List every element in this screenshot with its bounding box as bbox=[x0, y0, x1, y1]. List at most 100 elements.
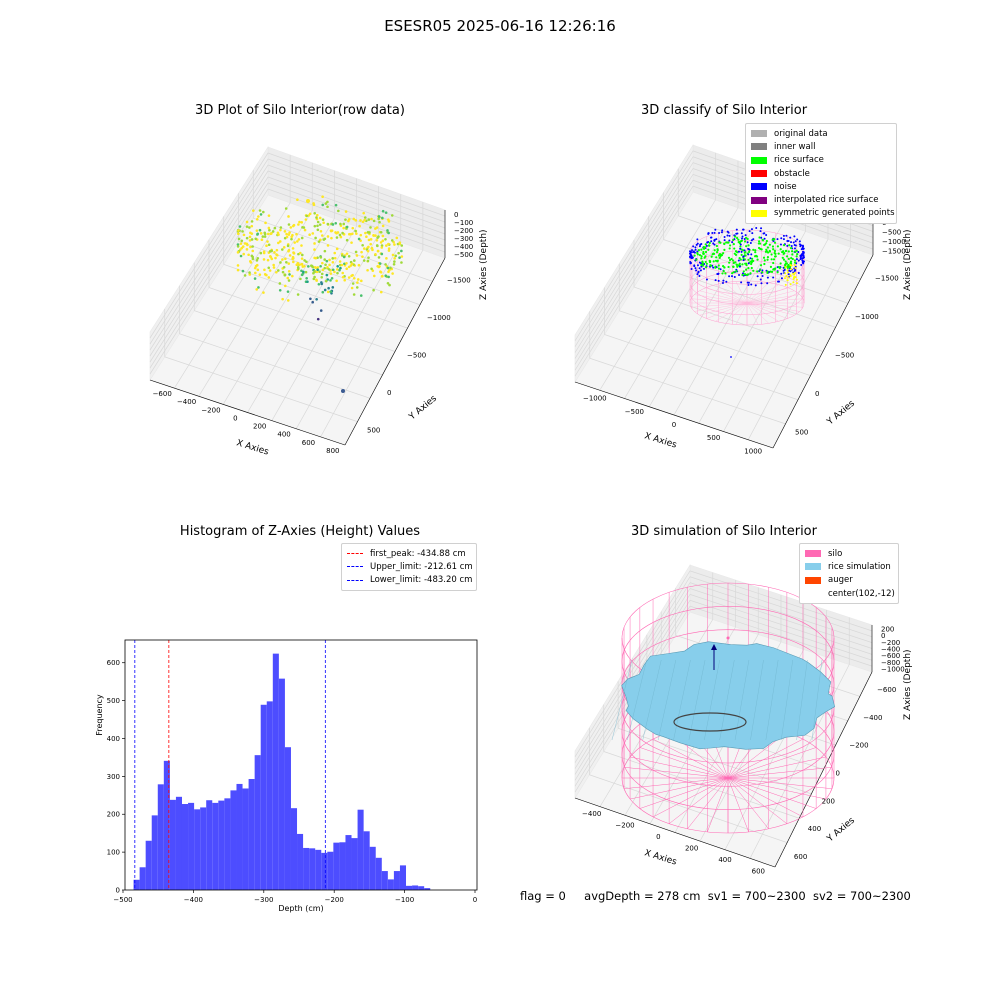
rice-surface-point bbox=[769, 244, 771, 246]
data-point bbox=[265, 244, 268, 247]
noise-point bbox=[731, 275, 733, 277]
noise-point bbox=[699, 244, 701, 246]
data-point bbox=[250, 225, 253, 228]
data-point bbox=[291, 275, 294, 278]
noise-point bbox=[697, 264, 699, 266]
noise-point bbox=[714, 229, 716, 231]
data-point bbox=[336, 272, 339, 275]
data-point bbox=[263, 250, 266, 253]
histogram-bar bbox=[146, 841, 152, 890]
rice-surface-point bbox=[788, 244, 790, 246]
data-point bbox=[348, 255, 351, 258]
data-point bbox=[318, 283, 321, 286]
data-point bbox=[330, 237, 333, 240]
data-point bbox=[346, 252, 349, 255]
data-point bbox=[358, 225, 361, 228]
data-point bbox=[330, 230, 333, 233]
data-point bbox=[342, 276, 345, 279]
data-point bbox=[384, 263, 387, 266]
noise-point bbox=[776, 238, 778, 240]
data-point bbox=[354, 230, 357, 233]
rice-surface-point bbox=[736, 251, 738, 253]
x-tick-label: 600 bbox=[752, 867, 765, 875]
data-point bbox=[367, 260, 370, 263]
data-point bbox=[238, 238, 241, 241]
noise-point bbox=[742, 256, 744, 258]
rice-surface-point bbox=[744, 240, 746, 242]
z-tick-label: −300 bbox=[454, 235, 473, 243]
data-point bbox=[384, 274, 387, 277]
histogram-bar bbox=[152, 815, 158, 890]
noise-point bbox=[760, 282, 762, 284]
histogram-bar bbox=[273, 654, 279, 890]
data-point bbox=[370, 218, 373, 221]
data-point bbox=[281, 298, 284, 301]
rice-surface-point bbox=[733, 261, 735, 263]
data-point bbox=[321, 291, 324, 294]
data-point bbox=[400, 244, 403, 247]
data-point bbox=[393, 257, 396, 260]
data-point bbox=[300, 244, 303, 247]
data-point bbox=[329, 290, 332, 293]
legend-line bbox=[347, 566, 363, 567]
rice-surface-point bbox=[707, 249, 709, 251]
data-point bbox=[343, 256, 346, 259]
data-point bbox=[339, 260, 342, 263]
data-point bbox=[361, 244, 364, 247]
data-point bbox=[368, 218, 371, 221]
status-flag: flag = 0 bbox=[520, 889, 566, 903]
status-avg-depth: avgDepth = 278 cm bbox=[584, 889, 700, 903]
noise-point bbox=[729, 235, 731, 237]
noise-point bbox=[781, 277, 783, 279]
data-point bbox=[262, 291, 265, 294]
data-point bbox=[305, 218, 308, 221]
data-point bbox=[279, 240, 282, 243]
z-tick-label: 0 bbox=[454, 211, 458, 219]
data-point bbox=[287, 262, 290, 265]
histogram-bar bbox=[188, 803, 194, 890]
data-point bbox=[388, 269, 391, 272]
rice-surface-point bbox=[746, 274, 748, 276]
noise-point bbox=[718, 280, 720, 282]
data-point bbox=[257, 286, 260, 289]
legend-swatch bbox=[751, 183, 767, 190]
rice-surface-point bbox=[703, 253, 705, 255]
rice-surface-point bbox=[786, 255, 788, 257]
data-point bbox=[240, 242, 243, 245]
rice-surface-point bbox=[722, 252, 724, 254]
histogram-bar bbox=[261, 705, 267, 890]
noise-point bbox=[783, 270, 785, 272]
data-point bbox=[279, 282, 282, 285]
legend-item-upper-limit: Upper_limit: -212.61 cm bbox=[347, 560, 471, 573]
data-point bbox=[321, 273, 324, 276]
y-tick-label: −1500 bbox=[875, 274, 899, 282]
noise-point bbox=[800, 264, 802, 266]
data-point bbox=[268, 243, 271, 246]
rice-surface-point bbox=[715, 260, 717, 262]
rice-surface-point bbox=[721, 254, 723, 256]
data-point bbox=[331, 286, 334, 289]
noise-point bbox=[713, 240, 715, 242]
x-tick-label: 400 bbox=[718, 856, 731, 864]
data-point bbox=[284, 230, 287, 233]
data-point bbox=[287, 299, 290, 302]
data-point bbox=[324, 263, 327, 266]
histogram-bar bbox=[358, 810, 364, 890]
noise-point bbox=[694, 246, 696, 248]
data-point bbox=[333, 252, 336, 255]
noise-point bbox=[696, 244, 698, 246]
data-point bbox=[381, 217, 384, 220]
noise-point bbox=[760, 278, 762, 280]
noise-point bbox=[762, 275, 764, 277]
rice-surface-point bbox=[772, 262, 774, 264]
panel2-plot: −1000−500050010005000−500−1000−15005000−… bbox=[500, 0, 1000, 500]
data-point bbox=[239, 225, 242, 228]
rice-surface-point bbox=[745, 263, 747, 265]
symmetric-point bbox=[785, 284, 787, 286]
data-point bbox=[380, 246, 383, 249]
data-point bbox=[364, 232, 367, 235]
rice-surface-point bbox=[717, 249, 719, 251]
data-point bbox=[309, 213, 312, 216]
noise-point bbox=[750, 284, 752, 286]
data-point bbox=[387, 243, 390, 246]
